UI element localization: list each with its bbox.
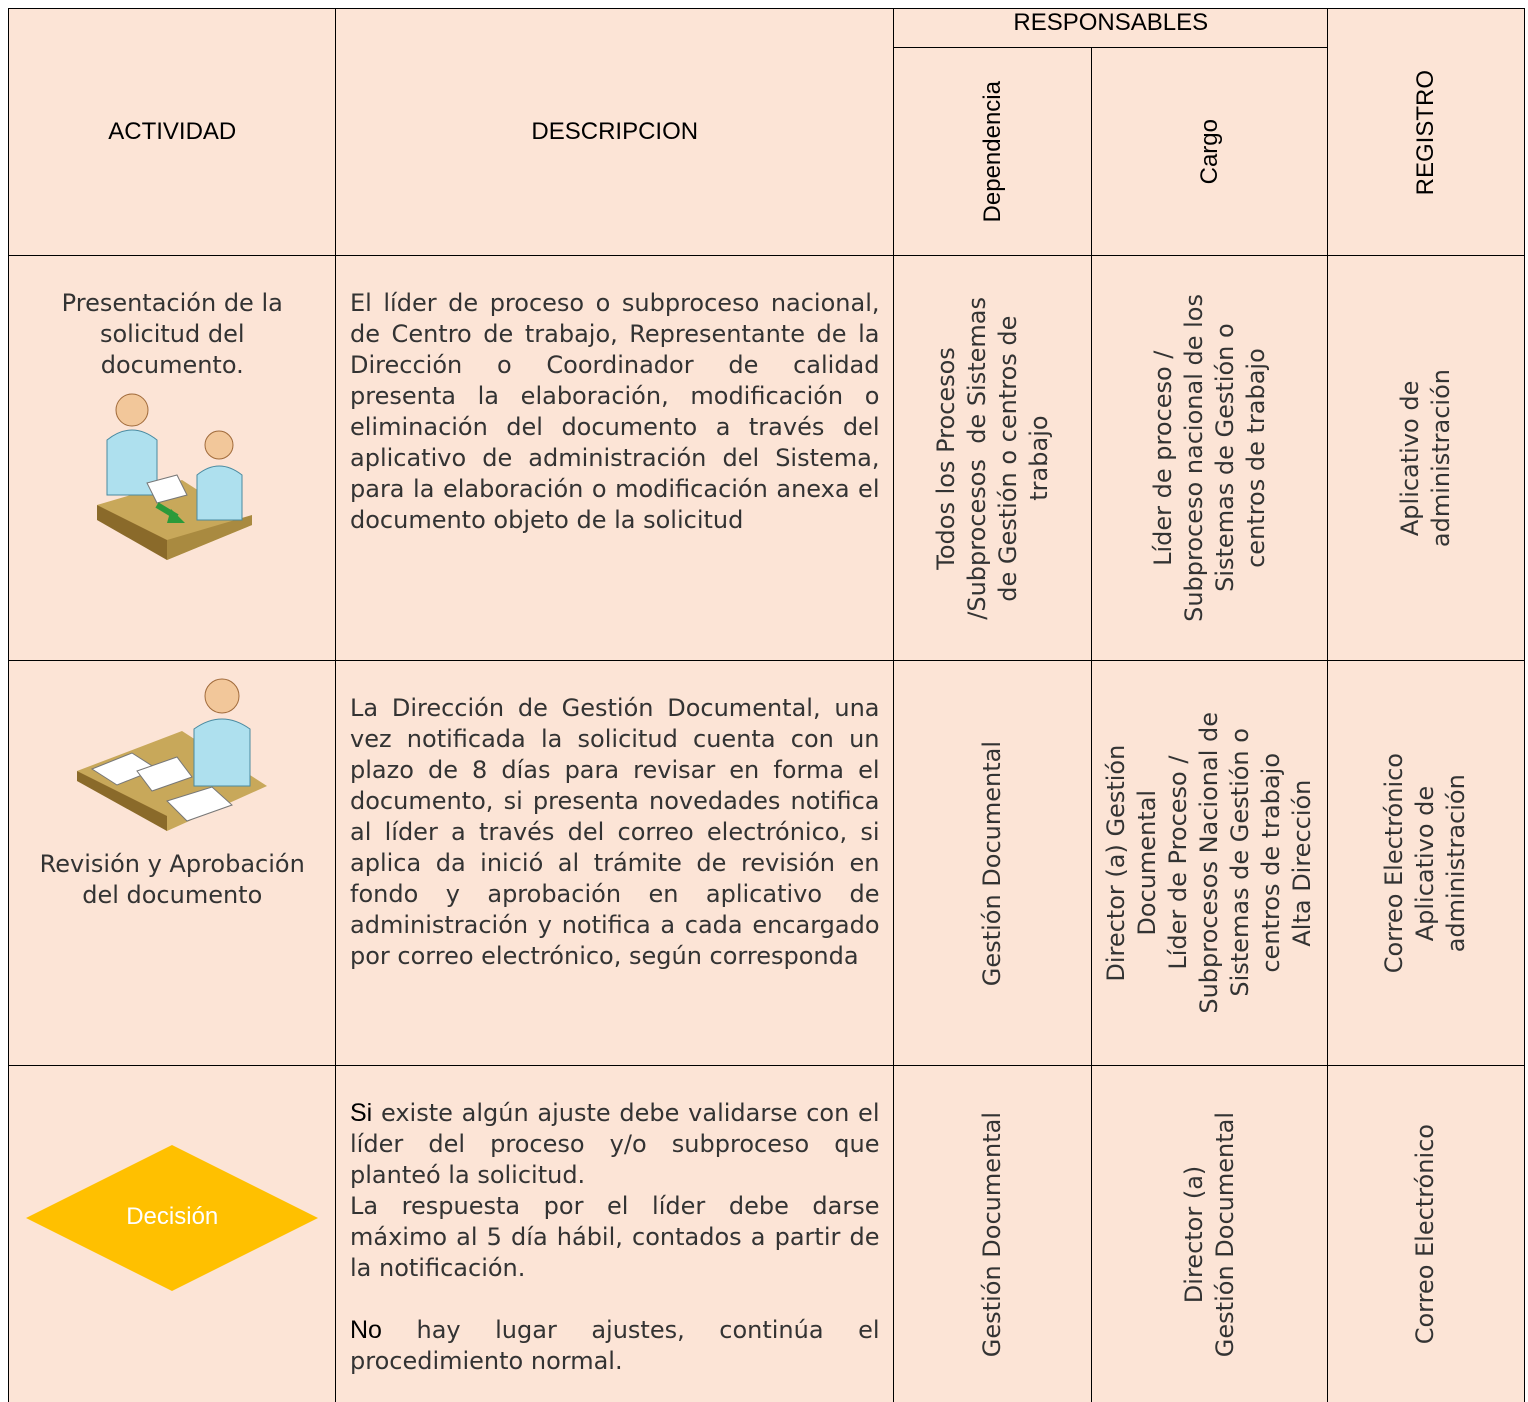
- paragraph-text: existe algún ajuste debe validarse con e…: [350, 1099, 880, 1189]
- registro-line: Correo Electrónico: [1411, 1124, 1440, 1345]
- paragraph: Si existe algún ajuste debe validarse co…: [350, 1098, 880, 1191]
- description: La Dirección de Gestión Documental, una …: [350, 693, 880, 972]
- activity-icon: [72, 671, 272, 849]
- paragraph-text: La Dirección de Gestión Documental, una …: [350, 694, 880, 970]
- registro-line: administración: [1442, 774, 1471, 953]
- activity-line: documento.: [100, 351, 244, 379]
- paragraph: No hay lugar ajustes, continúa el proced…: [350, 1315, 880, 1377]
- header-cell: DESCRIPCION: [335, 8, 895, 257]
- dependencia-line: Todos los Procesos: [931, 346, 960, 570]
- cargo-line: Alta Dirección: [1288, 779, 1317, 947]
- cargo-line: Subproceso nacional de los: [1179, 294, 1208, 623]
- description: El líder de proceso o subproceso naciona…: [350, 288, 880, 536]
- activity-text: Revisión y Aprobación del documento: [40, 849, 305, 911]
- cargo-line: centros de trabajo: [1257, 753, 1286, 974]
- paragraph: La Dirección de Gestión Documental, una …: [350, 693, 880, 972]
- cargo-cell: Líder de proceso / Subproceso nacional de…: [1091, 255, 1329, 662]
- registro-cell: Correo Electrónico: [1327, 1065, 1525, 1402]
- description-cell: Si existe algún ajuste debe validarse co…: [335, 1065, 895, 1402]
- dependencia-line: de Gestión o centros de: [993, 315, 1022, 602]
- registro-line: administración: [1426, 369, 1455, 548]
- dependencia-text: Todos los Procesos/Subprocesos de Sistem…: [931, 297, 1055, 620]
- activity-line: Presentación de la: [61, 289, 283, 317]
- paragraph: El líder de proceso o subproceso naciona…: [350, 288, 880, 536]
- header-text: Cargo: [1195, 119, 1223, 185]
- registro-text: Aplicativo de administración: [1395, 369, 1457, 547]
- cargo-line: centros de trabajo: [1241, 348, 1270, 569]
- icon: [97, 393, 253, 560]
- icon: [77, 678, 268, 831]
- paragraph-text: El líder de proceso o subproceso naciona…: [350, 289, 880, 534]
- registro-text: Correo Electrónico: [1410, 1124, 1441, 1344]
- activity-cell: Decisión: [8, 1065, 337, 1402]
- cargo-line: Gestión Documental: [1210, 1111, 1239, 1357]
- activity-text: Presentación de la solicitud del documento…: [62, 288, 283, 381]
- header-cell: REGISTRO: [1327, 8, 1525, 257]
- cargo-text: Director (a) Gestión Documental Líder de P…: [1101, 712, 1318, 1014]
- registro-line: Aplicativo de: [1411, 785, 1440, 941]
- dependencia-line: trabajo: [1024, 415, 1053, 501]
- dependencia-line: Gestión Documental: [978, 740, 1007, 986]
- cargo-cell: Director (a) Gestión Documental Líder de P…: [1091, 660, 1329, 1067]
- dependencia-cell: Gestión Documental: [893, 660, 1093, 1067]
- header-text: REGISTRO: [1411, 69, 1439, 195]
- description-cell: El líder de proceso o subproceso naciona…: [335, 255, 895, 662]
- cargo-text: Líder de proceso / Subproceso nacional de…: [1148, 294, 1272, 622]
- activity-line: Revisión y Aprobación: [39, 850, 305, 878]
- cargo-line: Documental: [1133, 790, 1162, 937]
- description: Si existe algún ajuste debe validarse co…: [350, 1098, 880, 1377]
- header-cell: ACTIVIDAD: [8, 8, 337, 257]
- activity-cell: Presentación de la solicitud del documento…: [8, 255, 337, 662]
- header-text: RESPONSABLES: [1013, 9, 1209, 36]
- dependencia-text: Gestión Documental: [977, 741, 1008, 986]
- header-cell: RESPONSABLES: [893, 8, 1329, 49]
- dependencia-text: Gestión Documental: [977, 1112, 1008, 1357]
- cargo-line: Sistemas de Gestión o: [1226, 728, 1255, 998]
- paragraph-text: La respuesta por el líder debe darse máx…: [350, 1192, 880, 1282]
- cargo-line: Líder de proceso /: [1148, 350, 1177, 566]
- decision-diamond: [26, 1145, 319, 1292]
- header-cell: Cargo: [1091, 47, 1329, 257]
- decision-label: Decisión: [126, 1203, 219, 1231]
- decision: Decisión: [24, 1143, 320, 1293]
- cargo-cell: Director (a) Gestión Documental: [1091, 1065, 1329, 1402]
- lead-word: No: [350, 1316, 382, 1344]
- registro-line: Aplicativo de: [1395, 380, 1424, 536]
- activity-line: solicitud del: [99, 320, 245, 348]
- dependencia-cell: Todos los Procesos/Subprocesos de Sistem…: [893, 255, 1093, 662]
- lead-word: Si: [350, 1099, 373, 1127]
- cargo-line: Líder de Proceso /: [1164, 756, 1193, 971]
- cargo-line: Subprocesos Nacional de: [1195, 712, 1224, 1015]
- registro-line: Correo Electrónico: [1380, 753, 1409, 974]
- registro-text: Correo Electrónico Aplicativo de administr…: [1379, 753, 1472, 973]
- activity-line: del documento: [82, 881, 263, 909]
- header-text: ACTIVIDAD: [108, 118, 237, 146]
- cargo-line: Director (a): [1179, 1165, 1208, 1303]
- activity-icon: [87, 385, 257, 573]
- description-cell: La Dirección de Gestión Documental, una …: [335, 660, 895, 1067]
- dependencia-line: /Subprocesos de Sistemas: [962, 296, 991, 620]
- dependencia-cell: Gestión Documental: [893, 1065, 1093, 1402]
- cargo-line: Director (a) Gestión: [1102, 744, 1131, 982]
- dependencia-line: Gestión Documental: [978, 1111, 1007, 1357]
- header-text: DESCRIPCION: [531, 118, 699, 146]
- activity-cell: Revisión y Aprobación del documento: [8, 660, 337, 1067]
- header-cell: Dependencia: [893, 47, 1093, 257]
- header-text: Dependencia: [978, 81, 1006, 223]
- paragraph-text: hay lugar ajustes, continúa el procedimi…: [350, 1316, 880, 1375]
- registro-cell: Correo Electrónico Aplicativo de administr…: [1327, 660, 1525, 1067]
- cargo-line: Sistemas de Gestión o: [1210, 323, 1239, 593]
- paragraph: La respuesta por el líder debe darse máx…: [350, 1191, 880, 1284]
- registro-cell: Aplicativo de administración: [1327, 255, 1525, 662]
- cargo-text: Director (a) Gestión Documental: [1179, 1112, 1241, 1357]
